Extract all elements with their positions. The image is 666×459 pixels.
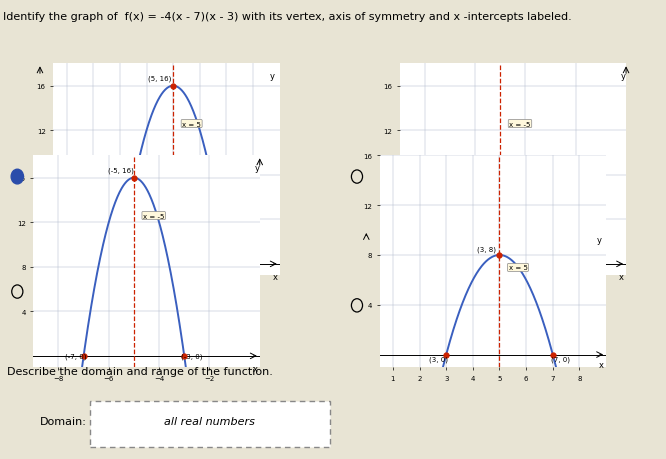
Text: (-7, 0): (-7, 0)	[432, 260, 453, 267]
Text: y: y	[596, 235, 601, 245]
Text: all real numbers: all real numbers	[165, 416, 255, 425]
Text: (3, 0): (3, 0)	[103, 260, 121, 267]
Text: (-5, 8): (-5, 8)	[477, 165, 498, 171]
Text: x = 5: x = 5	[182, 121, 201, 127]
Text: (3, 0): (3, 0)	[429, 355, 448, 362]
Text: (-5, 16): (-5, 16)	[109, 168, 135, 174]
Text: (3, 8): (3, 8)	[477, 246, 496, 253]
Circle shape	[11, 170, 23, 185]
Text: y: y	[621, 72, 626, 81]
Text: x: x	[619, 273, 624, 282]
Text: x = -5: x = -5	[143, 213, 165, 219]
Text: x: x	[599, 360, 604, 369]
Text: (7, 0): (7, 0)	[551, 355, 570, 362]
Text: Identify the graph of  f(x) = -4(x - 7)(x - 3) with its vertex, axis of symmetry: Identify the graph of f(x) = -4(x - 7)(x…	[3, 11, 572, 22]
Text: y: y	[270, 72, 275, 81]
FancyBboxPatch shape	[90, 402, 330, 447]
Text: (7, 0): (7, 0)	[225, 260, 244, 267]
Text: Domain:: Domain:	[40, 416, 87, 425]
Text: x: x	[272, 273, 278, 282]
Text: x: x	[252, 364, 258, 374]
Text: Describe the domain and range of the function.: Describe the domain and range of the fun…	[7, 366, 272, 376]
Text: y: y	[254, 164, 260, 173]
Text: (-7, 0): (-7, 0)	[65, 352, 87, 359]
Text: (5, 16): (5, 16)	[148, 76, 172, 82]
Text: (-3, 0): (-3, 0)	[181, 352, 202, 359]
Text: x = 5: x = 5	[509, 265, 527, 271]
Text: x = -5: x = -5	[509, 121, 531, 127]
Text: (-3, 0): (-3, 0)	[547, 260, 569, 267]
